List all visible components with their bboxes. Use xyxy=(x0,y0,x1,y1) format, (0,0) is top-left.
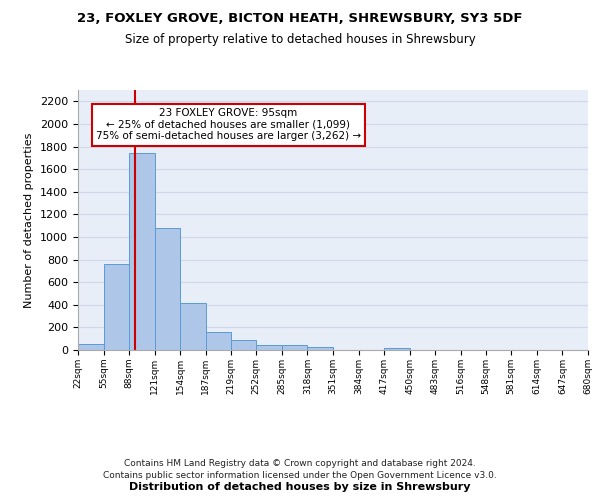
Text: Distribution of detached houses by size in Shrewsbury: Distribution of detached houses by size … xyxy=(129,482,471,492)
Bar xyxy=(78,344,104,350)
Bar xyxy=(155,228,181,350)
Bar xyxy=(104,264,129,350)
Text: Contains public sector information licensed under the Open Government Licence v3: Contains public sector information licen… xyxy=(103,471,497,480)
Bar xyxy=(256,344,282,350)
Bar xyxy=(282,346,307,350)
Bar xyxy=(307,346,333,350)
Bar xyxy=(384,348,410,350)
Bar xyxy=(129,154,155,350)
Text: Size of property relative to detached houses in Shrewsbury: Size of property relative to detached ho… xyxy=(125,32,475,46)
Text: 23 FOXLEY GROVE: 95sqm
← 25% of detached houses are smaller (1,099)
75% of semi-: 23 FOXLEY GROVE: 95sqm ← 25% of detached… xyxy=(96,108,361,142)
Text: Contains HM Land Registry data © Crown copyright and database right 2024.: Contains HM Land Registry data © Crown c… xyxy=(124,458,476,468)
Y-axis label: Number of detached properties: Number of detached properties xyxy=(25,132,34,308)
Bar xyxy=(206,332,232,350)
Bar xyxy=(181,302,206,350)
Bar xyxy=(230,340,256,350)
Text: 23, FOXLEY GROVE, BICTON HEATH, SHREWSBURY, SY3 5DF: 23, FOXLEY GROVE, BICTON HEATH, SHREWSBU… xyxy=(77,12,523,26)
